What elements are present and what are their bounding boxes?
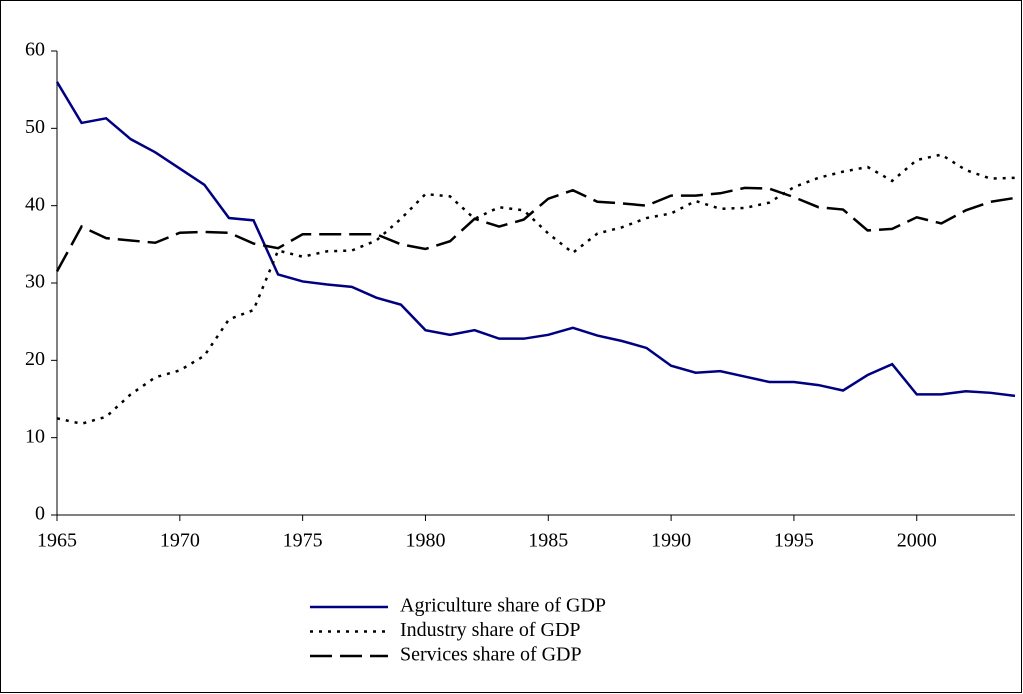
x-tick-label: 1985 (528, 530, 568, 552)
series-line (55, 81, 1016, 398)
x-tick-label: 2000 (897, 530, 937, 552)
series-line (55, 186, 1016, 273)
y-tick-label: 0 (35, 503, 45, 525)
x-tick-label: 1995 (774, 530, 814, 552)
legend-label: Services share of GDP (400, 644, 582, 666)
y-tick-label: 10 (25, 425, 45, 447)
series-line (56, 153, 1016, 426)
legend-label: Industry share of GDP (400, 619, 581, 641)
x-tick-label: 1975 (283, 530, 323, 552)
x-tick-label: 1980 (405, 530, 445, 552)
x-tick-label: 1970 (160, 530, 200, 552)
y-tick-label: 20 (25, 348, 45, 370)
y-tick-label: 30 (25, 271, 45, 293)
y-tick-label: 40 (25, 193, 45, 215)
y-tick-label: 60 (25, 39, 45, 61)
legend-label: Agriculture share of GDP (400, 595, 606, 617)
x-tick-label: 1965 (37, 530, 77, 552)
x-tick-label: 1990 (651, 530, 691, 552)
y-tick-label: 50 (25, 116, 45, 138)
